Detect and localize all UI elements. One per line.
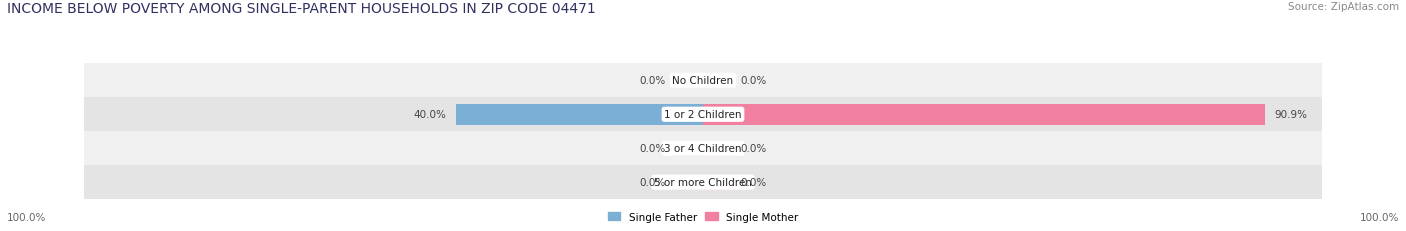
Text: 100.0%: 100.0% [7,212,46,222]
Text: 100.0%: 100.0% [1360,212,1399,222]
Text: 1 or 2 Children: 1 or 2 Children [664,110,742,120]
Text: Source: ZipAtlas.com: Source: ZipAtlas.com [1288,2,1399,12]
Text: 0.0%: 0.0% [640,76,666,86]
Bar [84,98,1322,132]
Text: 90.9%: 90.9% [1275,110,1308,120]
Legend: Single Father, Single Mother: Single Father, Single Mother [603,208,803,226]
Bar [703,73,734,88]
Text: 5 or more Children: 5 or more Children [654,177,752,187]
Bar [672,175,703,190]
Text: 0.0%: 0.0% [740,177,766,187]
Text: INCOME BELOW POVERTY AMONG SINGLE-PARENT HOUSEHOLDS IN ZIP CODE 04471: INCOME BELOW POVERTY AMONG SINGLE-PARENT… [7,2,596,16]
Bar [703,141,734,156]
Text: 0.0%: 0.0% [640,177,666,187]
Bar [672,141,703,156]
Text: 0.0%: 0.0% [640,144,666,154]
Bar [703,175,734,190]
Bar [84,64,1322,98]
Bar [456,104,703,125]
Bar [84,132,1322,165]
Text: 3 or 4 Children: 3 or 4 Children [664,144,742,154]
Text: 40.0%: 40.0% [413,110,446,120]
Bar [672,73,703,88]
Text: 0.0%: 0.0% [740,144,766,154]
Text: No Children: No Children [672,76,734,86]
Bar [703,104,1265,125]
Text: 0.0%: 0.0% [740,76,766,86]
Bar [84,165,1322,199]
